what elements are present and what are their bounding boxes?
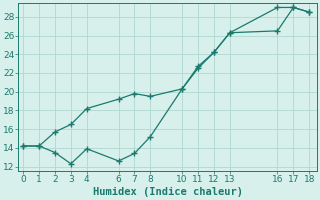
X-axis label: Humidex (Indice chaleur): Humidex (Indice chaleur) [93, 187, 243, 197]
